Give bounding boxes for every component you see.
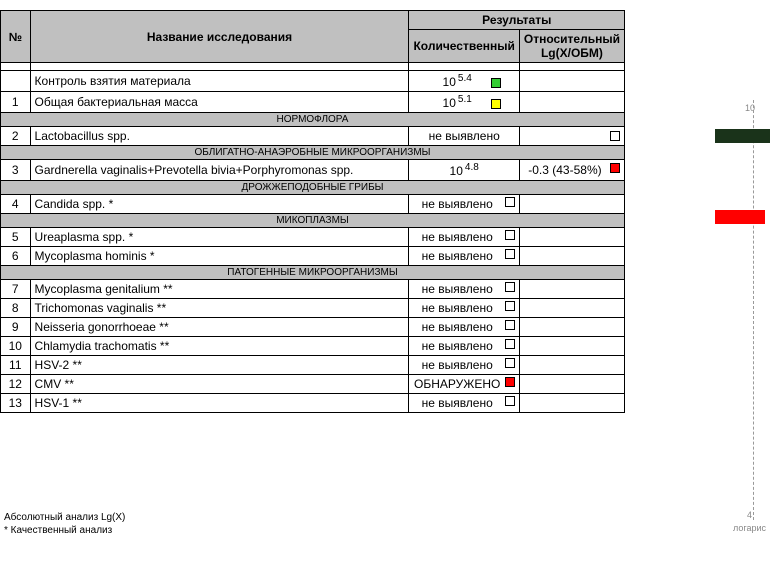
table-row: 1 Общая бактериальная масса 105.1	[1, 92, 625, 113]
table-row: Контроль взятия материала 105.4	[1, 71, 625, 92]
chart-axis	[753, 100, 754, 520]
marker-icon	[610, 163, 620, 173]
marker-icon	[491, 78, 501, 88]
table-row: 2 Lactobacillus spp. не выявлено	[1, 127, 625, 146]
table-row: 13 HSV-1 ** не выявлено	[1, 394, 625, 413]
marker-icon	[505, 358, 515, 368]
table-row: 12 CMV ** ОБНАРУЖЕНО	[1, 375, 625, 394]
marker-icon	[505, 396, 515, 406]
footnote-absolute: Абсолютный анализ Lg(X)	[4, 512, 125, 523]
header-rel: Относительный Lg(X/ОБМ)	[519, 30, 624, 63]
marker-icon	[505, 230, 515, 240]
chart-axis-caption: логарис	[733, 523, 766, 533]
header-results: Результаты	[409, 11, 625, 30]
marker-icon	[505, 301, 515, 311]
table-row: 6 Mycoplasma hominis * не выявлено	[1, 247, 625, 266]
chart-bar-tbm	[715, 129, 770, 143]
section-header: НОРМОФЛОРА	[1, 113, 625, 127]
section-header: ДРОЖЖЕПОДОБНЫЕ ГРИБЫ	[1, 181, 625, 195]
table-row: 10 Chlamydia trachomatis ** не выявлено	[1, 337, 625, 356]
table-row: 4 Candida spp. * не выявлено	[1, 195, 625, 214]
chart-panel: 10 4 логарис	[715, 10, 770, 550]
header-name: Название исследования	[30, 11, 409, 63]
section-header: ОБЛИГАТНО-АНАЭРОБНЫЕ МИКРООРГАНИЗМЫ	[1, 146, 625, 160]
marker-icon	[505, 320, 515, 330]
table-row: 11 HSV-2 ** не выявлено	[1, 356, 625, 375]
marker-icon	[505, 197, 515, 207]
footnote-qualitative: * Качественный анализ	[4, 525, 112, 536]
section-header: ПАТОГЕННЫЕ МИКРООРГАНИЗМЫ	[1, 266, 625, 280]
marker-icon	[505, 339, 515, 349]
marker-icon	[491, 99, 501, 109]
marker-icon	[505, 282, 515, 292]
header-quant: Количественный	[409, 30, 519, 63]
marker-icon	[505, 249, 515, 259]
marker-icon	[505, 377, 515, 387]
table-row: 8 Trichomonas vaginalis ** не выявлено	[1, 299, 625, 318]
table-row: 5 Ureaplasma spp. * не выявлено	[1, 228, 625, 247]
results-table: № Название исследования Результаты Колич…	[0, 10, 625, 413]
chart-tick-bottom: 4	[747, 510, 752, 520]
table-row: 9 Neisseria gonorrhoeae ** не выявлено	[1, 318, 625, 337]
section-header: МИКОПЛАЗМЫ	[1, 214, 625, 228]
header-num: №	[1, 11, 31, 63]
marker-icon	[610, 131, 620, 141]
chart-bar-gardnerella	[715, 210, 765, 224]
table-row: 3 Gardnerella vaginalis+Prevotella bivia…	[1, 160, 625, 181]
table-row: 7 Mycoplasma genitalium ** не выявлено	[1, 280, 625, 299]
